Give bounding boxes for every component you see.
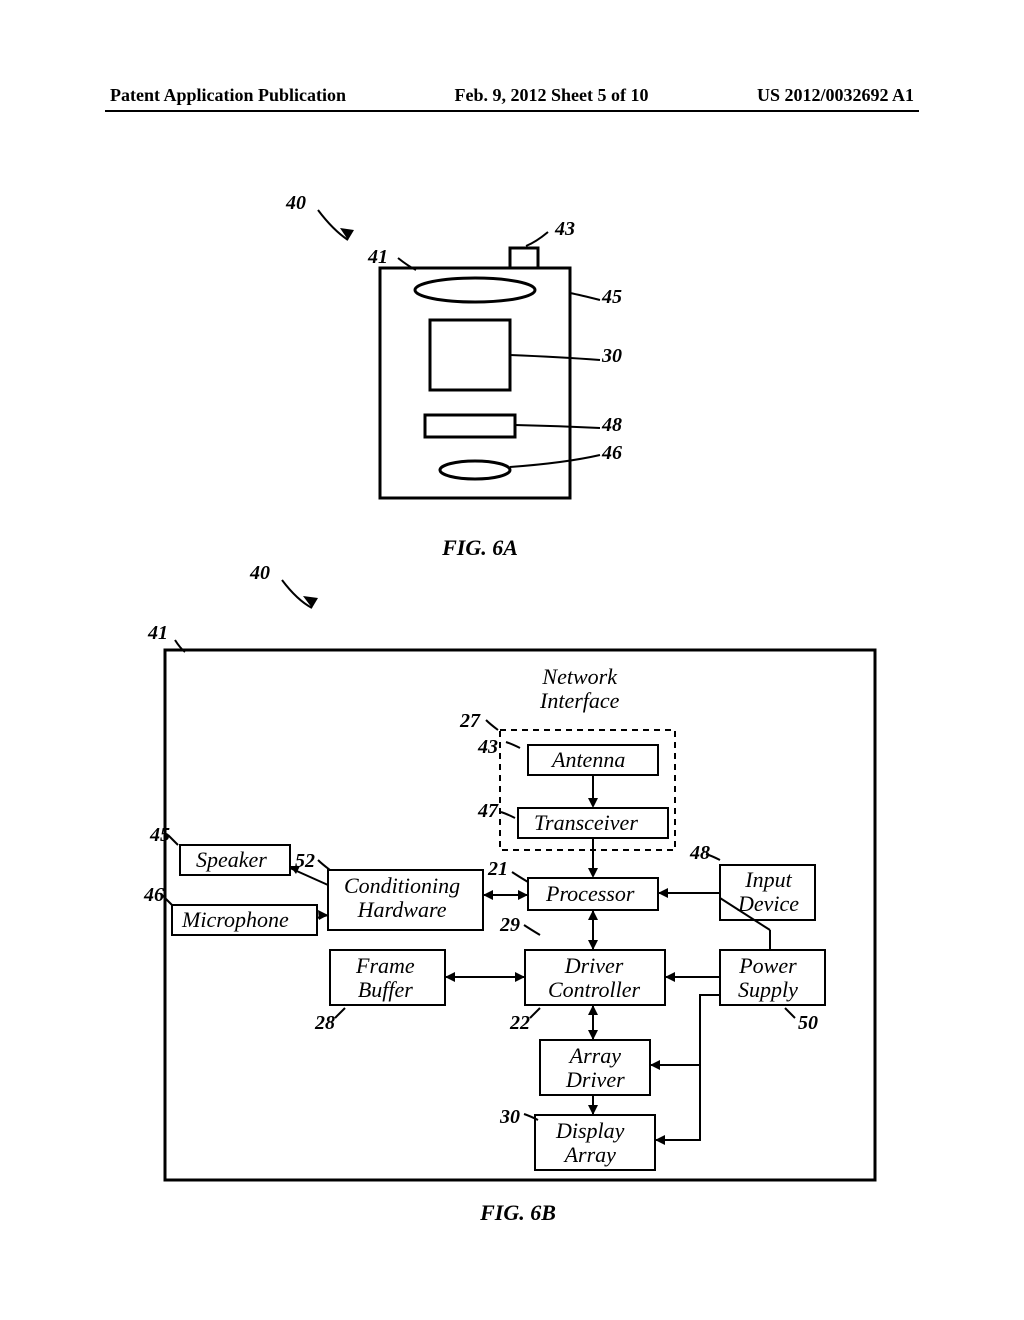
ref-45b: 45 (150, 824, 170, 847)
ref-30b: 30 (500, 1106, 520, 1129)
fig6b-caption: FIG. 6B (418, 1200, 618, 1226)
lbl-speaker: Speaker (196, 848, 267, 872)
lbl-antenna: Antenna (552, 748, 625, 772)
lbl-transceiver: Transceiver (534, 811, 638, 835)
lbl-power-supply: PowerSupply (738, 954, 798, 1002)
lbl-display-array: DisplayArray (556, 1119, 624, 1167)
ref-48b: 48 (690, 842, 710, 865)
ref-29: 29 (500, 914, 520, 937)
ref-41b: 41 (148, 622, 168, 645)
ref-22: 22 (510, 1012, 530, 1035)
lbl-microphone: Microphone (182, 908, 289, 932)
ref-27: 27 (460, 710, 480, 733)
ref-50: 50 (798, 1012, 818, 1035)
ref-46b: 46 (144, 884, 164, 907)
ref-47: 47 (478, 800, 498, 823)
lbl-network-interface: NetworkInterface (540, 665, 619, 713)
lbl-processor: Processor (546, 882, 634, 906)
lbl-input-device: InputDevice (738, 868, 799, 916)
ref-21: 21 (488, 858, 508, 881)
lbl-frame-buffer: FrameBuffer (356, 954, 415, 1002)
lbl-conditioning: ConditioningHardware (344, 874, 460, 922)
lbl-array-driver: ArrayDriver (566, 1044, 625, 1092)
lbl-driver-controller: DriverController (548, 954, 640, 1002)
ref-52: 52 (295, 850, 315, 873)
ref-43b: 43 (478, 736, 498, 759)
ref-40b: 40 (250, 562, 270, 585)
ref-28: 28 (315, 1012, 335, 1035)
